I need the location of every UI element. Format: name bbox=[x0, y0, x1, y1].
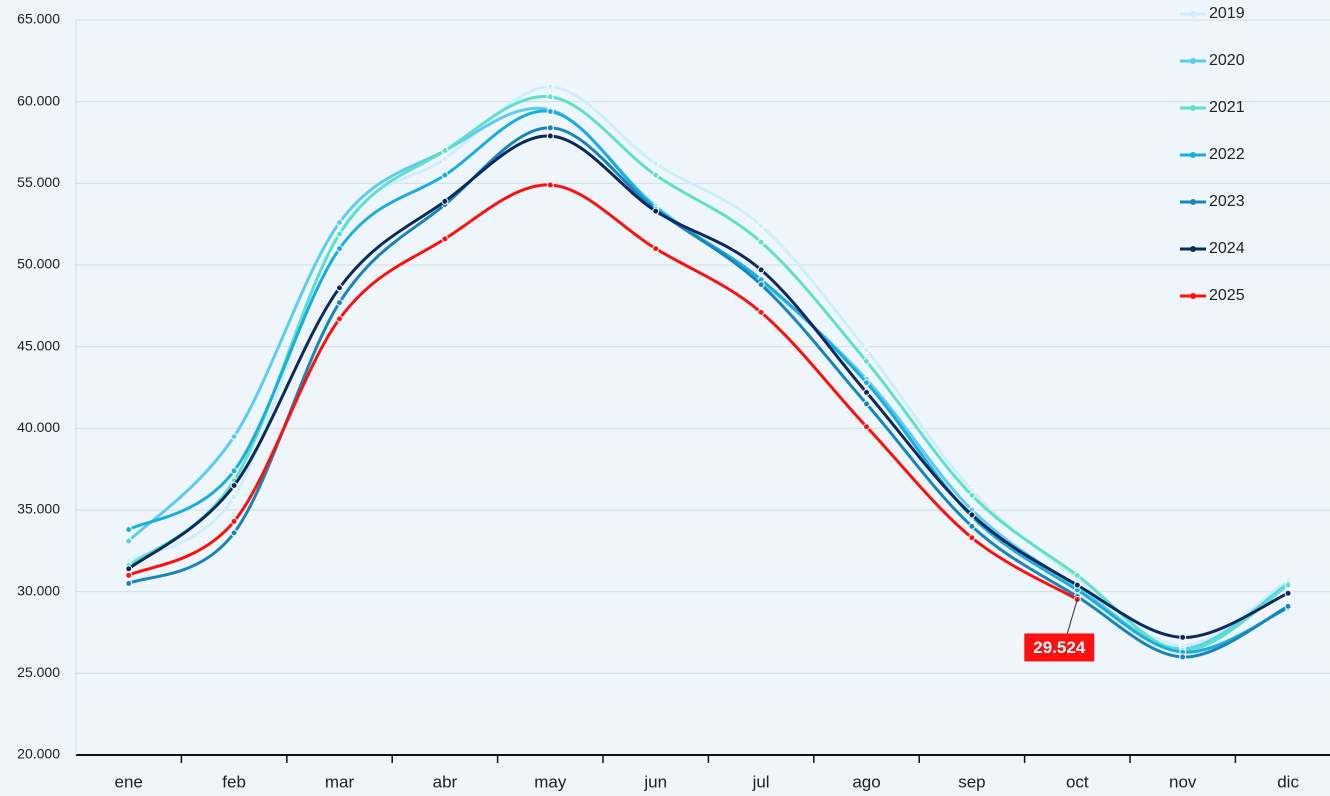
legend-marker bbox=[1190, 246, 1196, 252]
point-marker bbox=[1073, 581, 1081, 589]
legend-label: 2024 bbox=[1209, 240, 1245, 257]
point-marker bbox=[757, 222, 765, 230]
point-marker bbox=[125, 526, 133, 534]
point-marker bbox=[757, 281, 765, 289]
series-line bbox=[128, 183, 1079, 601]
x-tick-label: may bbox=[534, 772, 567, 791]
point-marker bbox=[863, 346, 870, 354]
x-tick-label: feb bbox=[222, 772, 246, 791]
legend-marker bbox=[1190, 293, 1196, 299]
series-line bbox=[127, 85, 1289, 648]
point-marker bbox=[652, 245, 660, 253]
y-tick-label: 25.000 bbox=[17, 664, 60, 680]
y-tick-label: 20.000 bbox=[17, 746, 60, 762]
point-marker bbox=[230, 433, 238, 440]
point-marker bbox=[546, 83, 554, 91]
point-marker bbox=[968, 522, 976, 530]
y-tick-label: 45.000 bbox=[17, 337, 60, 353]
value-label-box bbox=[1024, 633, 1095, 662]
point-marker bbox=[336, 219, 343, 227]
point-marker bbox=[125, 565, 133, 573]
x-tick-label: abr bbox=[433, 772, 458, 791]
point-marker bbox=[863, 400, 870, 408]
point-marker bbox=[1284, 581, 1292, 589]
point-marker bbox=[230, 482, 238, 489]
x-tick-label: ago bbox=[852, 772, 880, 791]
series-line bbox=[127, 95, 1289, 652]
y-tick-label: 50.000 bbox=[17, 256, 60, 272]
point-marker bbox=[336, 299, 343, 307]
point-marker bbox=[757, 266, 765, 274]
legend-marker bbox=[1190, 58, 1196, 64]
point-marker bbox=[546, 132, 554, 140]
point-marker bbox=[757, 308, 765, 316]
point-marker bbox=[1284, 602, 1292, 610]
x-tick-label: jun bbox=[643, 772, 667, 791]
y-tick-label: 65.000 bbox=[17, 11, 60, 27]
point-marker bbox=[1179, 633, 1187, 641]
point-marker bbox=[441, 171, 449, 179]
legend-marker bbox=[1190, 105, 1196, 111]
point-marker bbox=[968, 491, 976, 499]
point-marker bbox=[230, 467, 238, 475]
x-tick-label: jul bbox=[752, 772, 770, 791]
point-marker bbox=[652, 207, 660, 215]
y-tick-label: 60.000 bbox=[17, 92, 60, 108]
legend-label: 2025 bbox=[1209, 287, 1245, 304]
y-tick-label: 55.000 bbox=[17, 174, 60, 190]
y-tick-label: 30.000 bbox=[17, 582, 60, 598]
point-marker bbox=[125, 571, 133, 579]
x-tick-label: sep bbox=[958, 772, 985, 791]
point-marker bbox=[336, 315, 343, 323]
legend-label: 2019 bbox=[1209, 5, 1245, 22]
legend-marker bbox=[1190, 11, 1196, 17]
point-marker bbox=[336, 245, 343, 253]
point-marker bbox=[863, 423, 870, 431]
legend-label: 2023 bbox=[1209, 193, 1245, 210]
point-marker bbox=[546, 107, 554, 115]
point-marker bbox=[968, 534, 976, 542]
point-marker bbox=[757, 238, 765, 246]
point-marker bbox=[1179, 653, 1187, 661]
point-marker bbox=[968, 511, 976, 519]
point-marker bbox=[230, 493, 238, 501]
point-marker bbox=[1073, 571, 1081, 579]
legend-marker bbox=[1190, 199, 1196, 205]
point-marker bbox=[652, 171, 660, 179]
point-marker bbox=[546, 124, 554, 132]
legend-marker bbox=[1190, 152, 1196, 158]
point-marker bbox=[441, 197, 449, 205]
point-marker bbox=[863, 357, 870, 365]
point-marker bbox=[546, 93, 554, 101]
x-tick-label: dic bbox=[1277, 772, 1299, 791]
point-marker bbox=[125, 580, 133, 587]
legend-label: 2021 bbox=[1209, 99, 1245, 116]
point-marker bbox=[441, 155, 449, 163]
point-marker bbox=[230, 529, 238, 537]
x-tick-label: mar bbox=[325, 772, 355, 791]
point-marker bbox=[863, 388, 870, 396]
x-tick-label: ene bbox=[115, 772, 143, 791]
point-marker bbox=[863, 379, 870, 387]
x-tick-label: oct bbox=[1066, 772, 1089, 791]
point-marker bbox=[230, 517, 238, 525]
y-tick-label: 40.000 bbox=[17, 419, 60, 435]
point-marker bbox=[336, 230, 343, 238]
legend-label: 2022 bbox=[1209, 146, 1245, 163]
legend-label: 2020 bbox=[1209, 52, 1245, 69]
point-marker bbox=[125, 537, 133, 545]
point-marker bbox=[441, 147, 449, 155]
point-marker bbox=[336, 284, 343, 292]
point-marker bbox=[546, 181, 554, 189]
x-tick-label: nov bbox=[1169, 772, 1197, 791]
value-label: 29.524 bbox=[1033, 638, 1086, 657]
label-leader bbox=[1066, 599, 1078, 634]
point-marker bbox=[441, 235, 449, 243]
y-tick-label: 35.000 bbox=[17, 501, 60, 517]
point-marker bbox=[1284, 589, 1292, 597]
point-marker bbox=[652, 160, 660, 168]
